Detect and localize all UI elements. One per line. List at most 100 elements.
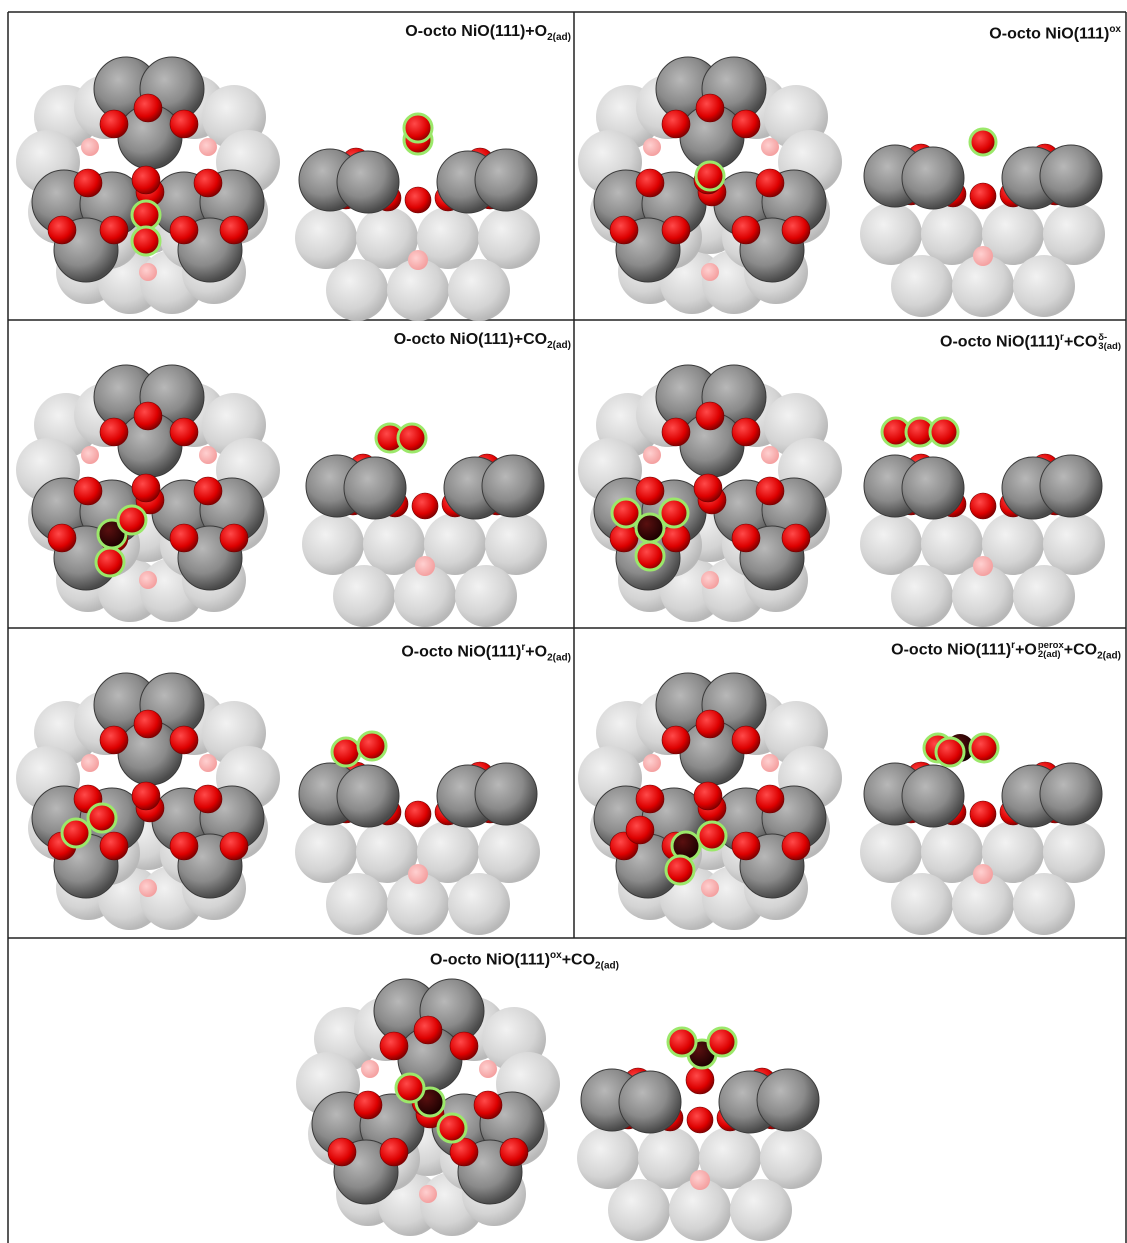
subsurface-o-atom: [761, 754, 779, 772]
side-subsurface-ni-atom: [417, 207, 479, 269]
top-view-p6: [578, 672, 842, 930]
side-subsurface-ni-atom: [952, 255, 1014, 317]
surface-o-atom: [731, 523, 761, 553]
side-surface-ni-atom: [481, 454, 545, 518]
subsurface-o-atom: [419, 1185, 437, 1203]
side-view-p3: [302, 453, 547, 627]
subsurface-o-atom: [139, 571, 157, 589]
side-subsurface-ni-atom: [952, 873, 1014, 935]
surface-o-atom: [99, 109, 129, 139]
side-subsurface-ni-atom: [295, 821, 357, 883]
surface-o-atom: [73, 168, 103, 198]
side-subsurface-ni-atom: [730, 1179, 792, 1241]
side-o-atom: [969, 182, 997, 210]
top-view-p3: [16, 364, 280, 622]
subsurface-o-atom: [81, 138, 99, 156]
side-o-atom: [969, 492, 997, 520]
subsurface-o-atom: [643, 446, 661, 464]
surface-o-atom: [731, 417, 761, 447]
surface-o-atom: [695, 401, 725, 431]
side-o-atom: [686, 1106, 714, 1134]
top-view-p2: [578, 56, 842, 314]
surface-o-atom: [413, 1015, 443, 1045]
panel-title-p7: O-octo NiO(111)ox+CO2(ad): [430, 950, 619, 972]
side-view-p1: [295, 147, 540, 321]
surface-o-atom: [131, 473, 161, 503]
side-o-atom: [411, 492, 439, 520]
side-subsurface-ni-atom: [608, 1179, 670, 1241]
surface-o-atom: [499, 1137, 529, 1167]
subsurface-o-atom: [643, 138, 661, 156]
side-subsurface-ni-atom: [577, 1127, 639, 1189]
adsorbed-o-atom: [706, 1026, 738, 1058]
subsurface-o-atom: [479, 1060, 497, 1078]
side-o-atom: [685, 1065, 715, 1095]
side-surface-ni-atom: [901, 764, 965, 828]
surface-o-atom: [133, 709, 163, 739]
adsorbed-o-atom: [396, 422, 428, 454]
surface-o-atom: [193, 476, 223, 506]
surface-o-atom: [193, 168, 223, 198]
side-view-p4: [860, 453, 1105, 627]
surface-o-atom: [169, 831, 199, 861]
side-subsurface-ni-atom: [860, 203, 922, 265]
surface-o-atom: [661, 109, 691, 139]
adsorbed-o-atom: [394, 1072, 426, 1104]
surface-o-atom: [449, 1137, 479, 1167]
side-subsurface-ni-atom: [891, 565, 953, 627]
surface-o-atom: [327, 1137, 357, 1167]
surface-o-atom: [99, 417, 129, 447]
adsorbed-o-atom: [402, 112, 434, 144]
side-subsurface-ni-atom: [860, 821, 922, 883]
surface-o-atom: [693, 781, 723, 811]
surface-o-atom: [169, 109, 199, 139]
adsorbed-o-atom: [634, 540, 666, 572]
surface-o-atom: [635, 476, 665, 506]
adsorbed-o-atom: [934, 736, 966, 768]
side-subsurface-ni-atom: [982, 513, 1044, 575]
adsorbate-p4: [610, 416, 960, 572]
adsorbed-o-atom: [694, 160, 726, 192]
top-view-p5: [16, 672, 280, 930]
subsurface-o-atom: [199, 754, 217, 772]
adsorbate-p1: [130, 112, 434, 257]
side-subsurface-ni-atom: [363, 513, 425, 575]
side-subsurface-ni-atom: [333, 565, 395, 627]
surface-o-atom: [379, 1031, 409, 1061]
side-subsurface-ni-atom: [921, 203, 983, 265]
surface-o-atom: [661, 725, 691, 755]
side-subsurface-ni-atom: [478, 821, 540, 883]
side-o-atom: [404, 800, 432, 828]
adsorbed-o-atom: [86, 802, 118, 834]
side-surface-ni-atom: [901, 456, 965, 520]
panel-title-p2: O-octo NiO(111)ox: [989, 24, 1121, 43]
surface-o-atom: [695, 709, 725, 739]
subsurface-o-atom: [761, 138, 779, 156]
side-subsurface-ni-atom: [1013, 873, 1075, 935]
side-subsurface-ni-atom: [952, 565, 1014, 627]
surface-o-atom: [133, 401, 163, 431]
side-subsurface-ni-atom: [1013, 255, 1075, 317]
side-subsurface-o-atom: [973, 556, 993, 576]
subsurface-o-atom: [199, 138, 217, 156]
surface-o-atom: [219, 523, 249, 553]
side-view-p7: [577, 1067, 822, 1241]
side-surface-ni-atom: [1039, 144, 1103, 208]
surface-o-atom: [661, 215, 691, 245]
side-subsurface-ni-atom: [699, 1127, 761, 1189]
panel-title-p3: O-octo NiO(111)+CO2(ad): [393, 331, 571, 352]
side-surface-ni-atom: [343, 456, 407, 520]
adsorbate-p7: [394, 1026, 738, 1144]
adsorbate-p2: [694, 127, 998, 192]
side-subsurface-ni-atom: [1043, 513, 1105, 575]
surface-o-atom: [449, 1031, 479, 1061]
surface-o-atom: [661, 417, 691, 447]
side-subsurface-ni-atom: [669, 1179, 731, 1241]
side-surface-ni-atom: [756, 1068, 820, 1132]
side-surface-ni-atom: [1039, 762, 1103, 826]
side-subsurface-ni-atom: [326, 259, 388, 321]
side-subsurface-ni-atom: [921, 513, 983, 575]
side-subsurface-ni-atom: [760, 1127, 822, 1189]
adsorbed-o-atom: [130, 225, 162, 257]
side-subsurface-ni-atom: [302, 513, 364, 575]
